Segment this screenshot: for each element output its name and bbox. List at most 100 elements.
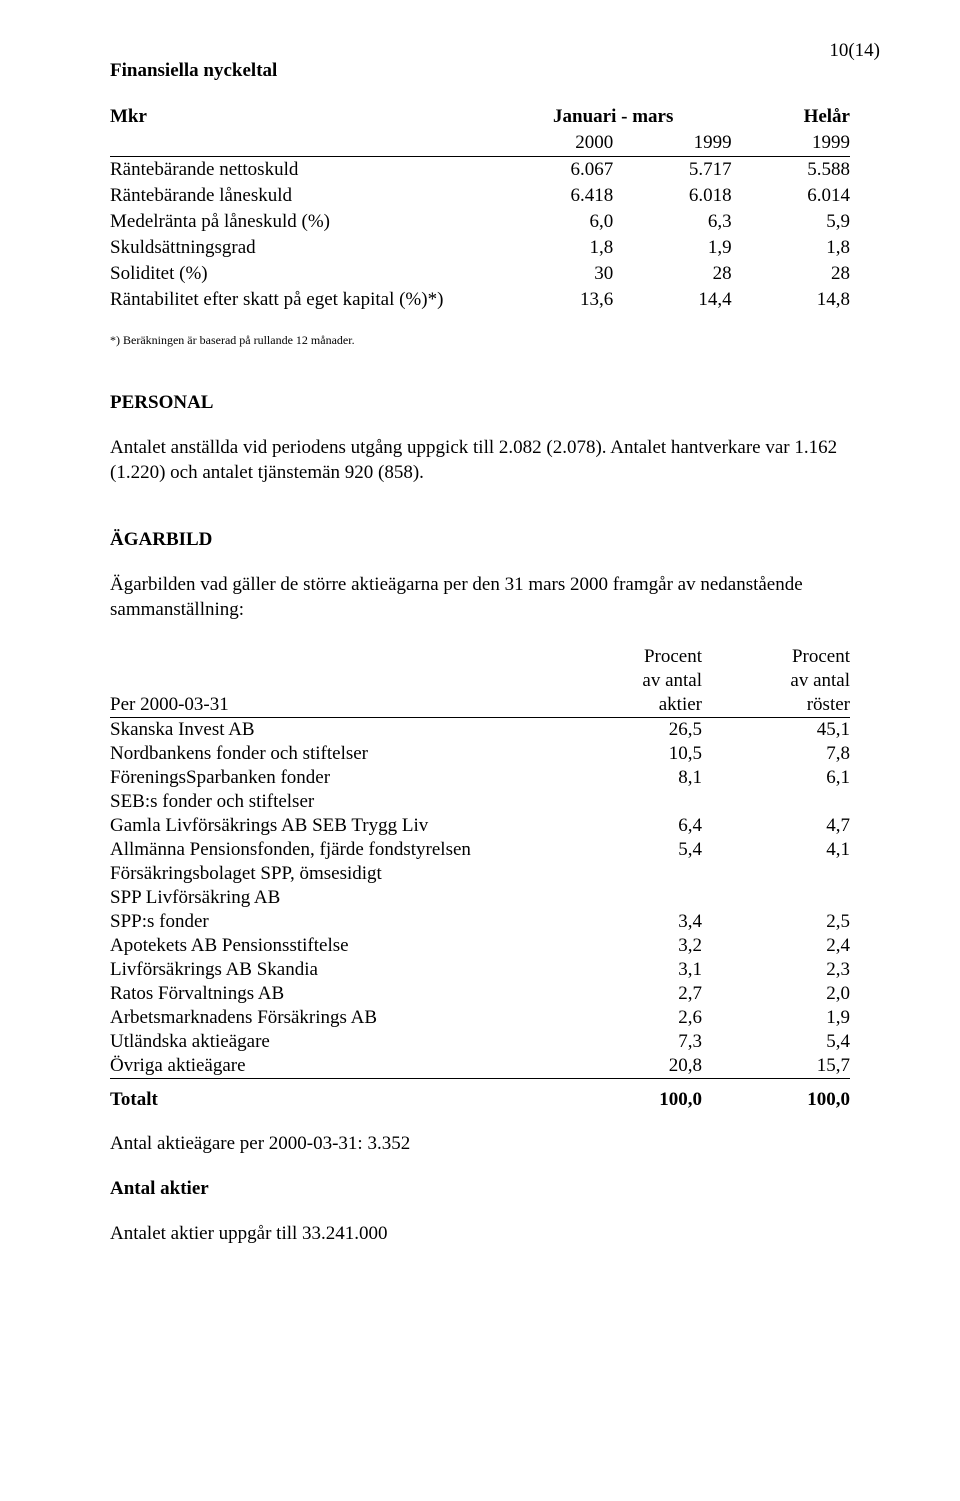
col-header: Procent: [702, 645, 850, 669]
owner-label: Övriga aktieägare: [110, 1054, 554, 1079]
col-header: Procent: [554, 645, 702, 669]
table-row: Utländska aktieägare7,35,4: [110, 1030, 850, 1054]
ownership-section: ÄGARBILD Ägarbilden vad gäller de större…: [110, 529, 850, 1247]
row-value: 6.018: [613, 183, 731, 209]
table-row: Skanska Invest AB26,545,1: [110, 717, 850, 742]
table-row: Räntebärande nettoskuld 6.067 5.717 5.58…: [110, 157, 850, 184]
table-row: Räntabilitet efter skatt på eget kapital…: [110, 287, 850, 313]
owner-shares-pct: 2,6: [554, 1006, 702, 1030]
row-value: 6.067: [495, 157, 613, 184]
table-row: Arbetsmarknadens Försäkrings AB2,61,9: [110, 1006, 850, 1030]
table-row: Ratos Förvaltnings AB2,72,0: [110, 982, 850, 1006]
col-header: av antal: [702, 669, 850, 693]
owner-shares-pct: 3,4: [554, 910, 702, 934]
owner-label: Utländska aktieägare: [110, 1030, 554, 1054]
row-value: 1,9: [613, 235, 731, 261]
table-year-row: 2000 1999 1999: [110, 130, 850, 157]
owner-shares-pct: [554, 886, 702, 910]
table-header-row: Procent Procent: [110, 645, 850, 669]
owner-label: Försäkringsbolaget SPP, ömsesidigt: [110, 862, 554, 886]
owner-votes-pct: 2,5: [702, 910, 850, 934]
financial-key-figures-section: Finansiella nyckeltal Mkr Januari - mars…: [110, 60, 850, 348]
total-value: 100,0: [702, 1078, 850, 1112]
owner-votes-pct: [702, 790, 850, 814]
row-value: 5.717: [613, 157, 731, 184]
table-row: Soliditet (%) 30 28 28: [110, 261, 850, 287]
year-col3: 1999: [732, 130, 850, 157]
table-header-row: Mkr Januari - mars Helår: [110, 104, 850, 130]
table-row: Allmänna Pensionsfonden, fjärde fondstyr…: [110, 838, 850, 862]
owner-votes-pct: 2,0: [702, 982, 850, 1006]
period-header: Januari - mars: [495, 104, 732, 130]
owner-shares-pct: 3,2: [554, 934, 702, 958]
row-value: 5,9: [732, 209, 850, 235]
table-row: Skuldsättningsgrad 1,8 1,9 1,8: [110, 235, 850, 261]
owner-votes-pct: 45,1: [702, 717, 850, 742]
table-header-row: Per 2000-03-31 aktier röster: [110, 693, 850, 718]
page-number: 10(14): [829, 40, 880, 62]
owner-label: Allmänna Pensionsfonden, fjärde fondstyr…: [110, 838, 554, 862]
owner-shares-pct: 20,8: [554, 1054, 702, 1079]
owner-votes-pct: 4,1: [702, 838, 850, 862]
personal-section: PERSONAL Antalet anställda vid periodens…: [110, 392, 850, 485]
owner-label: SEB:s fonder och stiftelser: [110, 790, 554, 814]
owner-shares-pct: 7,3: [554, 1030, 702, 1054]
table-row: FöreningsSparbanken fonder8,16,1: [110, 766, 850, 790]
owner-shares-pct: 6,4: [554, 814, 702, 838]
owner-shares-pct: 3,1: [554, 958, 702, 982]
col-header: av antal: [554, 669, 702, 693]
table-footnote: *) Beräkningen är baserad på rullande 12…: [110, 333, 850, 348]
row-value: 6,0: [495, 209, 613, 235]
owner-label: Skanska Invest AB: [110, 717, 554, 742]
owner-votes-pct: 4,7: [702, 814, 850, 838]
year-col1: 2000: [495, 130, 613, 157]
row-value: 6.014: [732, 183, 850, 209]
owner-votes-pct: 2,3: [702, 958, 850, 982]
table-row: Övriga aktieägare20,815,7: [110, 1054, 850, 1079]
row-label: Medelränta på låneskuld (%): [110, 209, 495, 235]
row-value: 1,8: [495, 235, 613, 261]
row-value: 30: [495, 261, 613, 287]
table-row: SPP:s fonder3,42,5: [110, 910, 850, 934]
owner-label: Ratos Förvaltnings AB: [110, 982, 554, 1006]
table-row: Nordbankens fonder och stiftelser10,57,8: [110, 742, 850, 766]
table-row: SEB:s fonder och stiftelser: [110, 790, 850, 814]
owner-label: Apotekets AB Pensionsstiftelse: [110, 934, 554, 958]
row-value: 28: [613, 261, 731, 287]
section-title: ÄGARBILD: [110, 529, 850, 551]
row-label: Räntabilitet efter skatt på eget kapital…: [110, 287, 495, 313]
owner-votes-pct: 2,4: [702, 934, 850, 958]
table-row: Medelränta på låneskuld (%) 6,0 6,3 5,9: [110, 209, 850, 235]
owner-votes-pct: 7,8: [702, 742, 850, 766]
total-value: 100,0: [554, 1078, 702, 1112]
owner-shares-pct: 5,4: [554, 838, 702, 862]
full-year-header: Helår: [732, 104, 850, 130]
row-label: Räntebärande nettoskuld: [110, 157, 495, 184]
table-row: Apotekets AB Pensionsstiftelse3,22,4: [110, 934, 850, 958]
owner-votes-pct: [702, 862, 850, 886]
owner-label: SPP:s fonder: [110, 910, 554, 934]
table-header-row: av antal av antal: [110, 669, 850, 693]
table-row: Försäkringsbolaget SPP, ömsesidigt: [110, 862, 850, 886]
table-row: Räntebärande låneskuld 6.418 6.018 6.014: [110, 183, 850, 209]
ownership-table: Procent Procent av antal av antal Per 20…: [110, 645, 850, 1112]
section-title: Finansiella nyckeltal: [110, 60, 850, 82]
section-body: Antalet anställda vid periodens utgång u…: [110, 436, 850, 485]
shares-body: Antalet aktier uppgår till 33.241.000: [110, 1222, 850, 1247]
total-label: Totalt: [110, 1078, 554, 1112]
owner-shares-pct: 26,5: [554, 717, 702, 742]
row-value: 1,8: [732, 235, 850, 261]
total-row: Totalt 100,0 100,0: [110, 1078, 850, 1112]
key-figures-table: Mkr Januari - mars Helår 2000 1999 1999 …: [110, 104, 850, 313]
owner-shares-pct: [554, 862, 702, 886]
owner-shares-pct: 2,7: [554, 982, 702, 1006]
owner-label: Livförsäkrings AB Skandia: [110, 958, 554, 982]
owner-label: Gamla Livförsäkrings AB SEB Trygg Liv: [110, 814, 554, 838]
col-header: aktier: [554, 693, 702, 718]
row-label: Soliditet (%): [110, 261, 495, 287]
shareholders-count: Antal aktieägare per 2000-03-31: 3.352: [110, 1132, 850, 1157]
owner-votes-pct: 6,1: [702, 766, 850, 790]
row-value: 6.418: [495, 183, 613, 209]
row-value: 28: [732, 261, 850, 287]
owner-votes-pct: 1,9: [702, 1006, 850, 1030]
